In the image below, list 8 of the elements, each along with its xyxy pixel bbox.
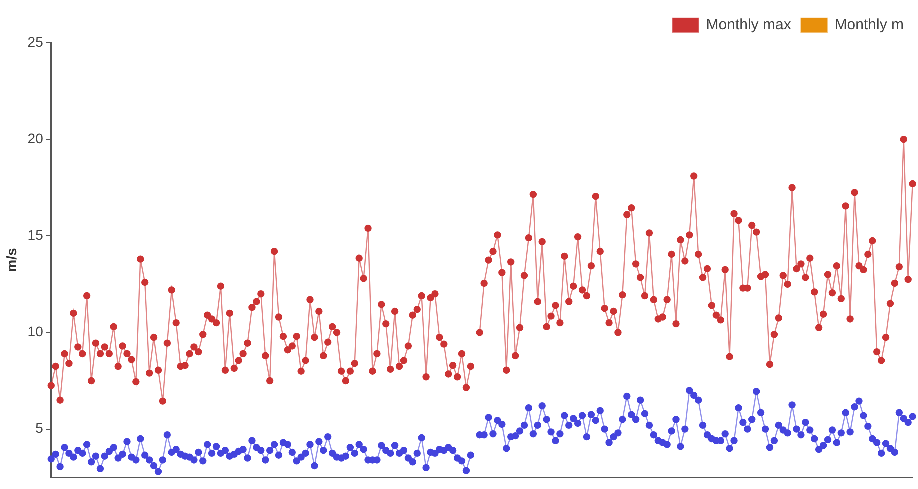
y-tick-label: 10 [28, 324, 44, 340]
y-tick-label: 5 [36, 420, 44, 436]
legend-label: Monthly m [834, 16, 904, 34]
y-tick-label: 25 [28, 34, 44, 50]
y-tick-label: 20 [28, 130, 44, 146]
y-axis-title: m/s [3, 248, 20, 272]
legend-label: Monthly max [706, 16, 792, 34]
y-tick-label: 15 [28, 227, 44, 244]
